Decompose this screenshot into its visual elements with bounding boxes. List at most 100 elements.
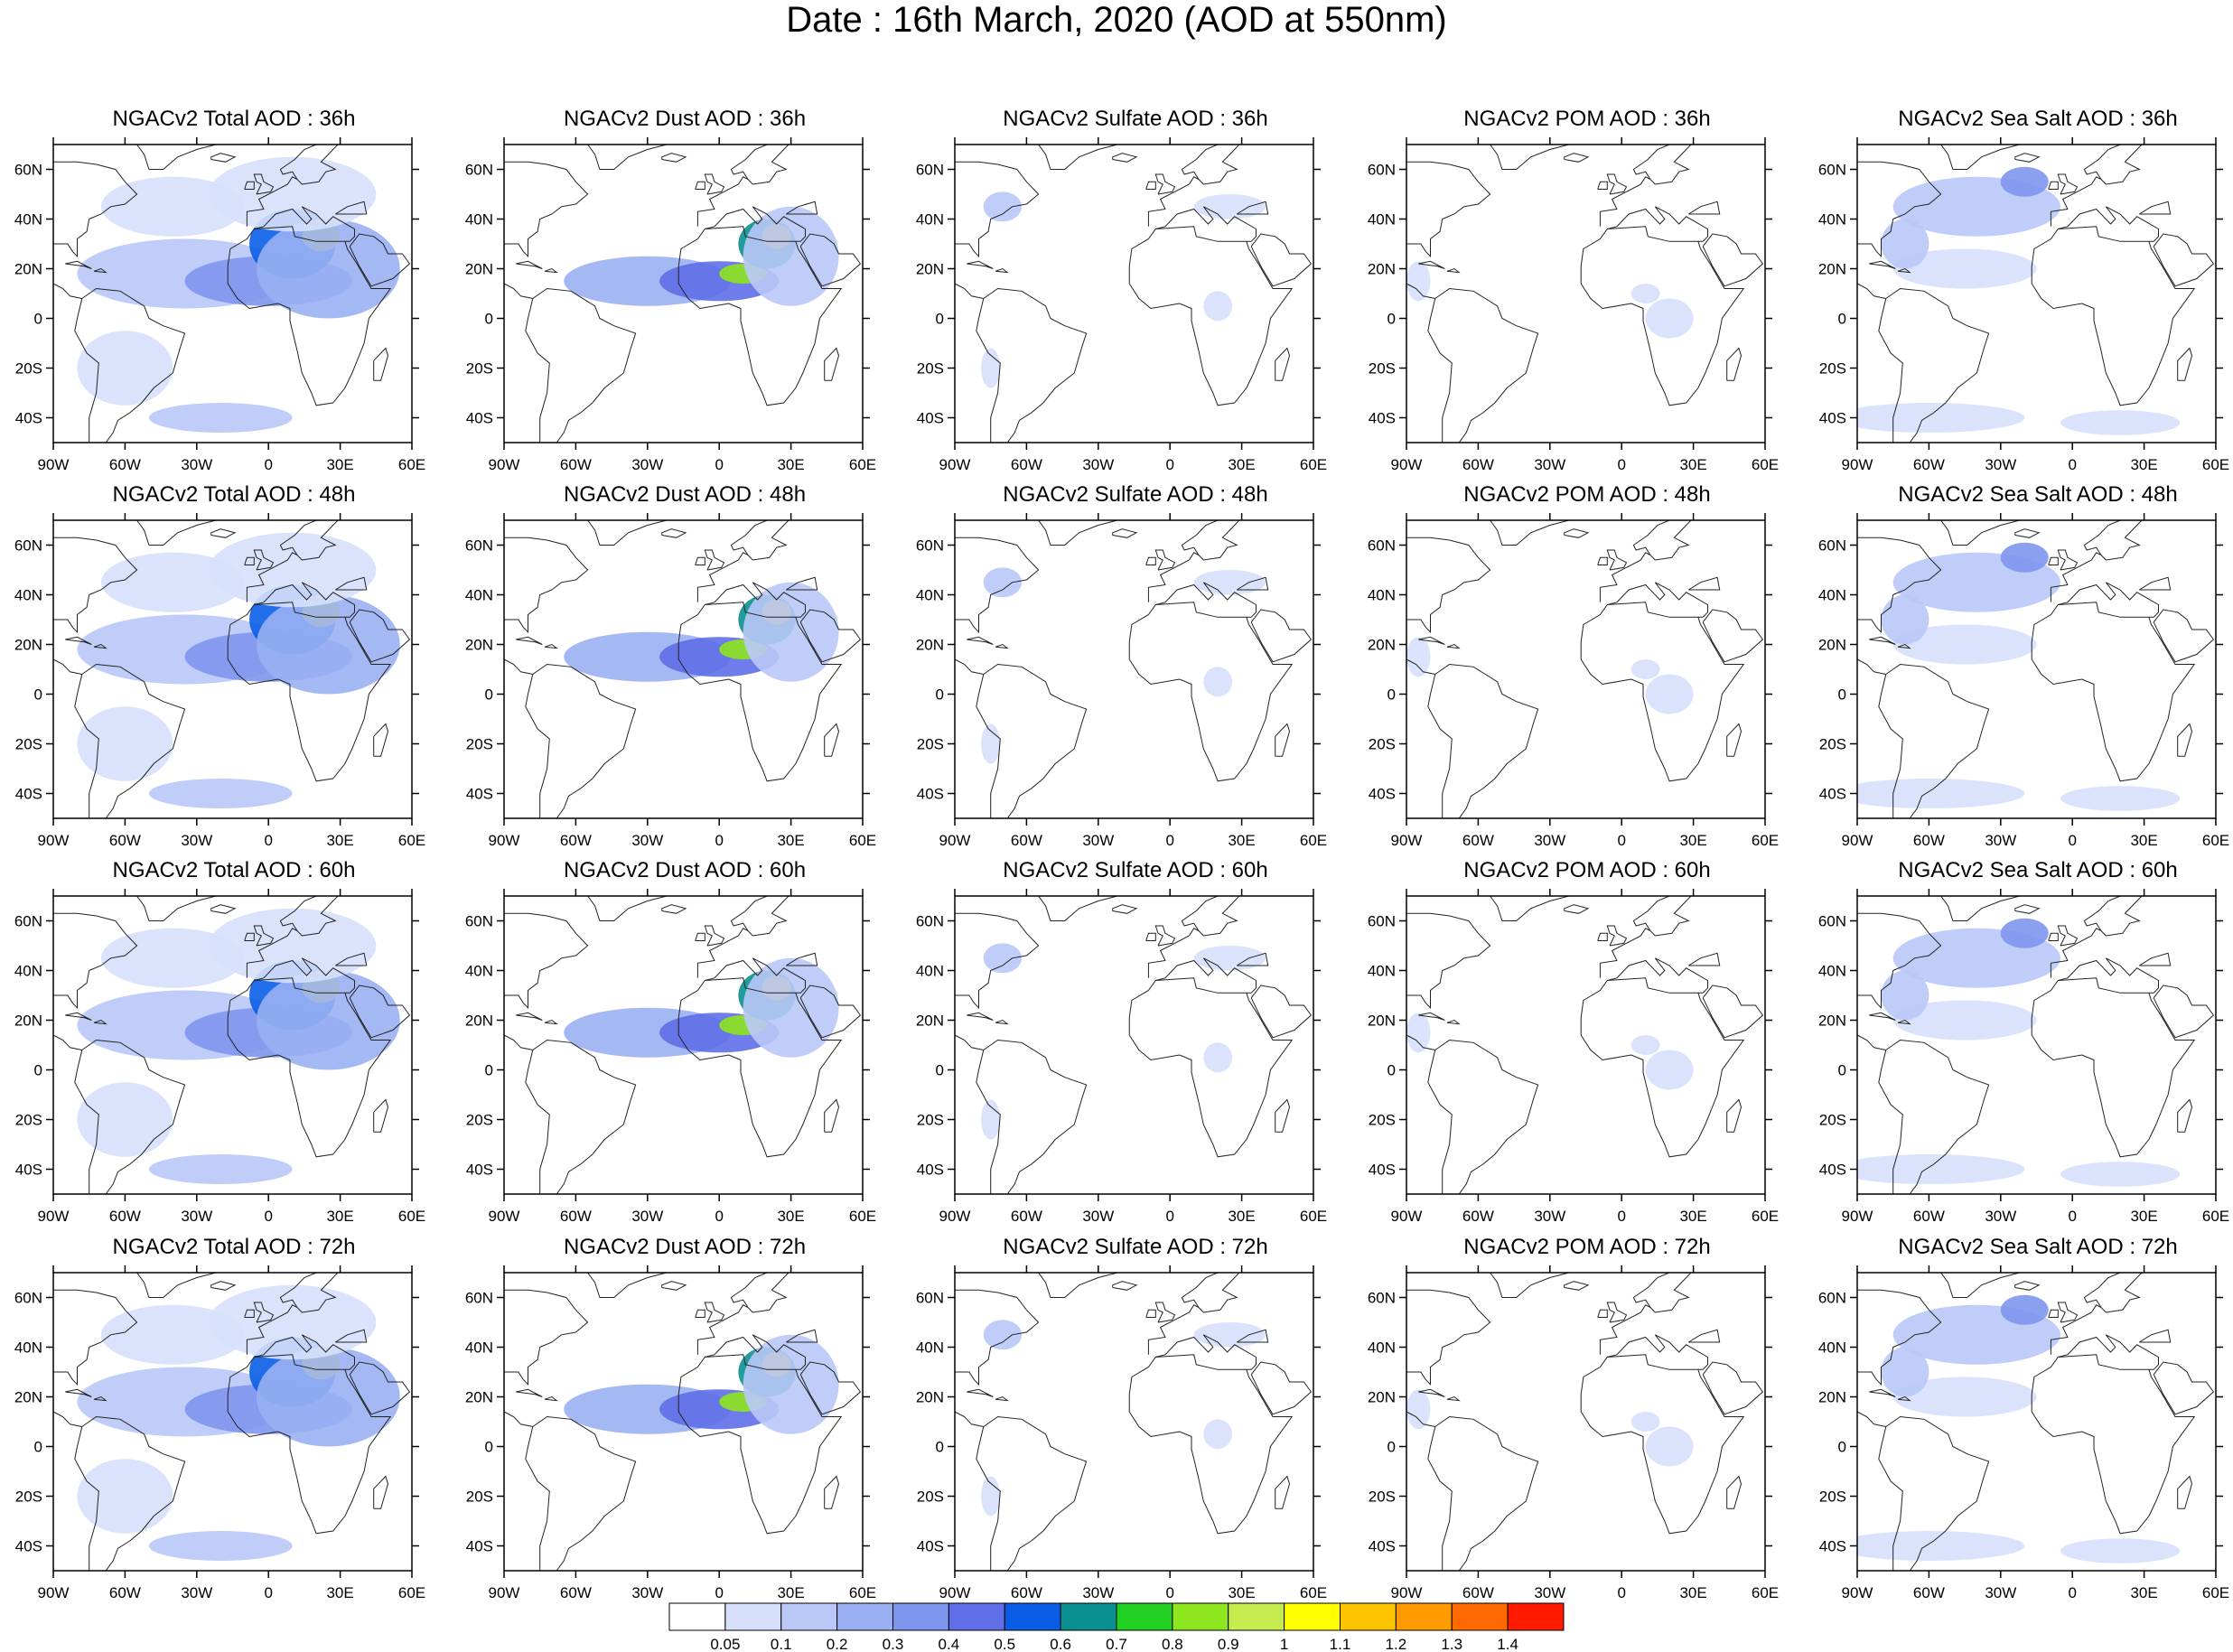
lon-tick-label: 0 xyxy=(2068,456,2076,473)
coastline xyxy=(976,663,1088,818)
lat-tick-label: 40N xyxy=(14,211,42,229)
lat-tick-label: 20S xyxy=(917,1112,944,1129)
aod-field xyxy=(1645,1426,1694,1467)
coastline xyxy=(1446,267,1461,274)
coastline xyxy=(1702,1361,1764,1415)
coastline xyxy=(705,582,806,618)
aod-field xyxy=(1857,779,2025,808)
coastline xyxy=(349,609,411,663)
coastline xyxy=(1857,1289,1942,1386)
coastline xyxy=(661,528,687,538)
coastline xyxy=(1237,1329,1269,1343)
lat-tick-label: 60N xyxy=(465,913,493,930)
aod-field xyxy=(1203,1042,1233,1073)
lat-tick-label: 20N xyxy=(916,1389,944,1406)
coastline xyxy=(1145,556,1156,565)
aod-field xyxy=(1203,1419,1233,1450)
coastline xyxy=(74,1415,186,1571)
lon-tick-label: 0 xyxy=(264,832,272,849)
coastline xyxy=(1427,287,1539,443)
lon-tick-label: 0 xyxy=(715,1208,723,1225)
coastline xyxy=(1427,1039,1539,1194)
aod-field xyxy=(148,779,293,808)
aod-field xyxy=(1892,248,2037,289)
coastline xyxy=(1564,904,1590,914)
coastline xyxy=(1037,520,1118,546)
coastline xyxy=(1702,233,1764,287)
aod-field xyxy=(100,928,245,988)
coastline xyxy=(65,636,92,645)
aod-field xyxy=(1630,1035,1660,1055)
coastline xyxy=(246,145,339,227)
lat-tick-label: 20S xyxy=(917,360,944,378)
lat-tick-label: 40N xyxy=(465,587,493,604)
lon-tick-label: 90W xyxy=(1842,832,1873,849)
lon-tick-label: 60W xyxy=(109,456,141,473)
aod-field xyxy=(77,706,173,781)
lat-tick-label: 20N xyxy=(14,1389,42,1406)
coastline xyxy=(1580,602,1745,782)
coastline xyxy=(227,226,392,406)
coastline xyxy=(53,1034,82,1050)
coastline xyxy=(1128,226,1294,406)
coastline xyxy=(2050,145,2143,227)
lon-tick-label: 30W xyxy=(1082,456,1114,473)
map-panel: NGACv2 POM AOD : 72h 90W 60W 30W 0 30E 60E 60N 4… xyxy=(1368,1155,1858,1601)
coastline xyxy=(254,582,355,618)
lon-tick-label: 30E xyxy=(326,456,353,473)
aod-map: 90W 60W 30W 0 30E 60E 60N 40N 20N 0 20S 40S xyxy=(1368,513,1779,849)
lon-tick-label: 30W xyxy=(1534,832,1565,849)
aod-field xyxy=(983,191,1023,222)
lon-tick-label: 30W xyxy=(1534,456,1565,473)
map-frame xyxy=(954,895,1314,1195)
lon-tick-label: 60W xyxy=(560,456,592,473)
lat-tick-label: 20N xyxy=(1368,261,1396,278)
lon-tick-label: 30E xyxy=(2130,1584,2157,1601)
lon-tick-label: 0 xyxy=(1165,1208,1173,1225)
lat-tick-label: 20S xyxy=(1819,736,1846,753)
coastline xyxy=(1446,1395,1461,1402)
coastline xyxy=(1606,1302,1628,1323)
coastline xyxy=(1237,201,1269,215)
lat-tick-label: 0 xyxy=(1838,686,1846,704)
coastline xyxy=(135,145,217,170)
lat-tick-label: 40N xyxy=(465,963,493,980)
lat-tick-label: 0 xyxy=(34,686,42,704)
coastline xyxy=(1112,153,1138,163)
lon-tick-label: 90W xyxy=(939,456,971,473)
map-frame xyxy=(503,1272,864,1572)
coastline xyxy=(525,287,637,443)
aod-field xyxy=(1892,1377,2037,1417)
lon-tick-label: 30W xyxy=(181,1208,212,1225)
aod-field xyxy=(1406,637,1431,677)
lat-tick-label: 0 xyxy=(1838,1062,1846,1079)
aod-field xyxy=(2000,1294,2049,1325)
lat-tick-label: 40N xyxy=(1368,963,1396,980)
aod-field xyxy=(1630,659,1660,679)
lon-tick-label: 60E xyxy=(1300,1208,1327,1225)
lat-tick-label: 0 xyxy=(1387,311,1396,328)
coastline xyxy=(1147,145,1240,227)
coastline xyxy=(1418,1012,1445,1021)
lat-tick-label: 60N xyxy=(916,162,944,179)
lat-tick-label: 40N xyxy=(916,963,944,980)
coastline xyxy=(1155,206,1257,242)
panel-title: NGACv2 POM AOD : 72h xyxy=(1463,1235,1711,1259)
aod-field xyxy=(1193,570,1266,595)
lat-tick-label: 40S xyxy=(1369,1162,1396,1179)
lon-tick-label: 0 xyxy=(1165,1584,1173,1601)
lat-tick-label: 20N xyxy=(1368,1389,1396,1406)
coastline xyxy=(254,957,355,994)
lat-tick-label: 0 xyxy=(936,1439,944,1456)
coastline xyxy=(695,1309,705,1318)
lat-tick-label: 40N xyxy=(1368,211,1396,229)
coastline xyxy=(995,1395,1009,1402)
map-panel: NGACv2 Total AOD : 72h 90W 60W 30W 0 30E 60E 60… xyxy=(14,1155,505,1601)
lon-tick-label: 60W xyxy=(1462,456,1494,473)
lon-tick-label: 30E xyxy=(1679,1584,1706,1601)
lon-tick-label: 90W xyxy=(38,456,70,473)
lat-tick-label: 0 xyxy=(485,686,493,704)
panel-title: NGACv2 Sea Salt AOD : 60h xyxy=(1898,858,2178,882)
coastline xyxy=(244,932,255,941)
lon-tick-label: 60E xyxy=(398,456,425,473)
